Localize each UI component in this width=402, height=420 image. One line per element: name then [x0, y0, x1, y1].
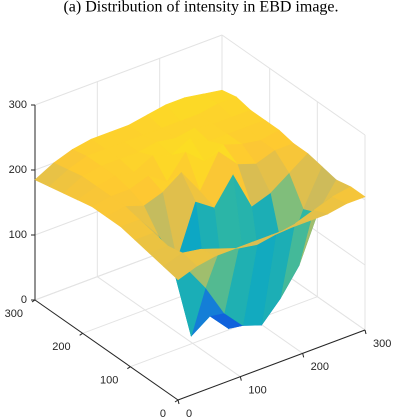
x-tick-label: 200: [311, 361, 329, 373]
z-tick-label: 0: [21, 294, 27, 306]
y-tick-label: 300: [5, 308, 23, 320]
y-tick-label: 0: [160, 408, 166, 420]
tick-mark: [79, 332, 83, 336]
tick-mark: [174, 399, 179, 403]
tick-mark: [239, 376, 242, 381]
tick-mark: [177, 399, 180, 405]
z-tick-label: 100: [9, 229, 27, 241]
tick-labels: 0 100 200 300 0 100 200 300 0 100 200 300: [5, 99, 392, 420]
grid-line: [221, 34, 366, 136]
tick-mark: [302, 353, 305, 358]
tick-mark: [127, 366, 131, 370]
tick-mark: [364, 329, 367, 335]
grid-line: [97, 276, 241, 378]
surface: [34, 89, 366, 338]
y-tick-label: 100: [100, 375, 118, 387]
x-tick-label: 100: [248, 385, 266, 397]
axis-line: [34, 299, 179, 401]
grid-line: [130, 296, 318, 368]
surface-cell: [163, 252, 198, 281]
x-tick-label: 0: [186, 408, 192, 420]
x-tick-label: 300: [373, 338, 391, 350]
tick-mark: [31, 299, 36, 303]
chart-title: (a) Distribution of intensity in EBD ima…: [63, 0, 338, 16]
y-tick-label: 200: [52, 341, 70, 353]
z-tick-label: 200: [9, 164, 27, 176]
axis-line: [177, 329, 366, 401]
grid-line: [34, 34, 223, 106]
z-tick-label: 300: [9, 99, 27, 111]
